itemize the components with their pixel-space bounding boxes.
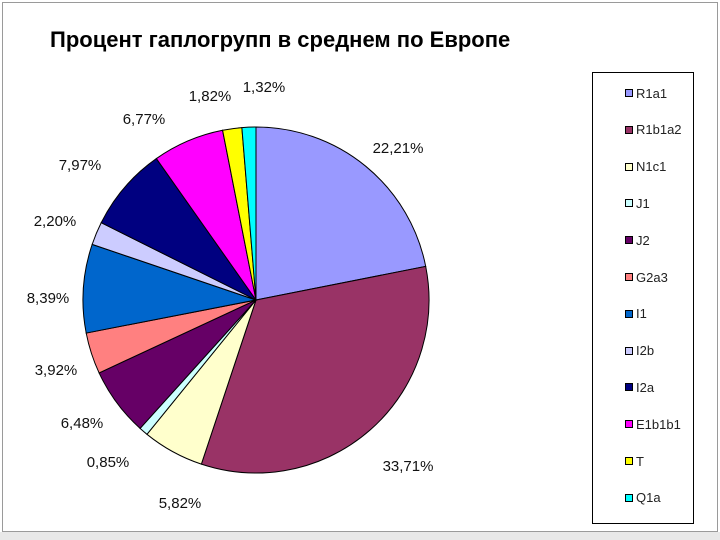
legend-item-e1b1b1: E1b1b1 bbox=[625, 416, 681, 432]
legend-item-i2a: I2a bbox=[625, 379, 654, 395]
legend-label: E1b1b1 bbox=[636, 416, 681, 432]
legend-swatch bbox=[625, 273, 633, 281]
legend-swatch bbox=[625, 493, 633, 502]
pie-slice-q1a bbox=[241, 126, 257, 301]
frame-bottom-strip bbox=[0, 532, 720, 540]
slice-label-r1a1: 22,21% bbox=[373, 140, 424, 157]
pie-slice-i1 bbox=[82, 243, 258, 334]
pie-slice-r1b1a2 bbox=[200, 265, 430, 474]
legend-label: J2 bbox=[636, 232, 650, 248]
legend-item-j1: J1 bbox=[625, 195, 650, 211]
legend-label: I2a bbox=[636, 379, 655, 395]
legend-swatch bbox=[625, 236, 633, 245]
chart-title: Процент гаплогрупп в среднем по Европе bbox=[50, 27, 511, 52]
legend-label: I2b bbox=[636, 343, 655, 359]
slice-label-i2b: 2,20% bbox=[34, 213, 77, 230]
legend-item-i1: I1 bbox=[625, 306, 647, 322]
legend-label: Q1a bbox=[636, 490, 661, 506]
slice-label-i1: 8,39% bbox=[27, 290, 70, 307]
legend-item-j2: J2 bbox=[625, 232, 650, 248]
slice-label-j2: 6,48% bbox=[61, 415, 104, 432]
slice-label-q1a: 1,32% bbox=[243, 79, 286, 96]
legend-swatch bbox=[625, 457, 633, 465]
legend-item-q1a: Q1a bbox=[625, 490, 661, 506]
legend-label: T bbox=[636, 453, 644, 469]
legend-item-t: T bbox=[625, 453, 644, 469]
slice-label-t: 1,82% bbox=[189, 88, 232, 105]
legend-swatch bbox=[625, 420, 633, 429]
slice-label-e1b1b1: 6,77% bbox=[123, 111, 166, 128]
legend-swatch bbox=[625, 199, 633, 208]
slice-label-r1b1a2: 33,71% bbox=[383, 458, 434, 475]
legend-swatch bbox=[625, 309, 633, 318]
pie-slices bbox=[82, 126, 430, 474]
slice-label-n1c1: 5,82% bbox=[159, 495, 202, 512]
legend-label: N1c1 bbox=[636, 159, 667, 175]
legend-swatch bbox=[625, 383, 633, 392]
chart-legend: R1a1 R1b1a2 N1c1 J1 J2 G2a3 I1 I2b I2a E1b1b1 T Q1a bbox=[592, 72, 694, 524]
legend-item-i2b: I2b bbox=[625, 343, 654, 359]
slice-label-i2a: 7,97% bbox=[59, 157, 102, 174]
legend-swatch bbox=[625, 89, 633, 97]
legend-item-g2a3: G2a3 bbox=[625, 269, 668, 285]
pie-labels: 22,21% 33,71% 5,82% 0,85% 6,48% 3,92% 8,39% 2,2… bbox=[27, 79, 434, 512]
slice-label-j1: 0,85% bbox=[87, 454, 130, 471]
legend-item-r1a1: R1a1 bbox=[625, 85, 667, 101]
legend-swatch bbox=[625, 125, 633, 134]
legend-swatch bbox=[625, 346, 633, 355]
legend-label: J1 bbox=[636, 195, 650, 211]
slice-label-g2a3: 3,92% bbox=[35, 362, 78, 379]
legend-item-n1c1: N1c1 bbox=[625, 159, 666, 175]
pie-slice-r1a1 bbox=[255, 126, 427, 301]
legend-label: R1b1a2 bbox=[636, 122, 682, 138]
legend-label: G2a3 bbox=[636, 269, 668, 285]
legend-swatch bbox=[625, 162, 633, 171]
legend-label: R1a1 bbox=[636, 85, 668, 101]
legend-item-r1b1a2: R1b1a2 bbox=[625, 122, 682, 138]
legend-label: I1 bbox=[636, 306, 647, 322]
